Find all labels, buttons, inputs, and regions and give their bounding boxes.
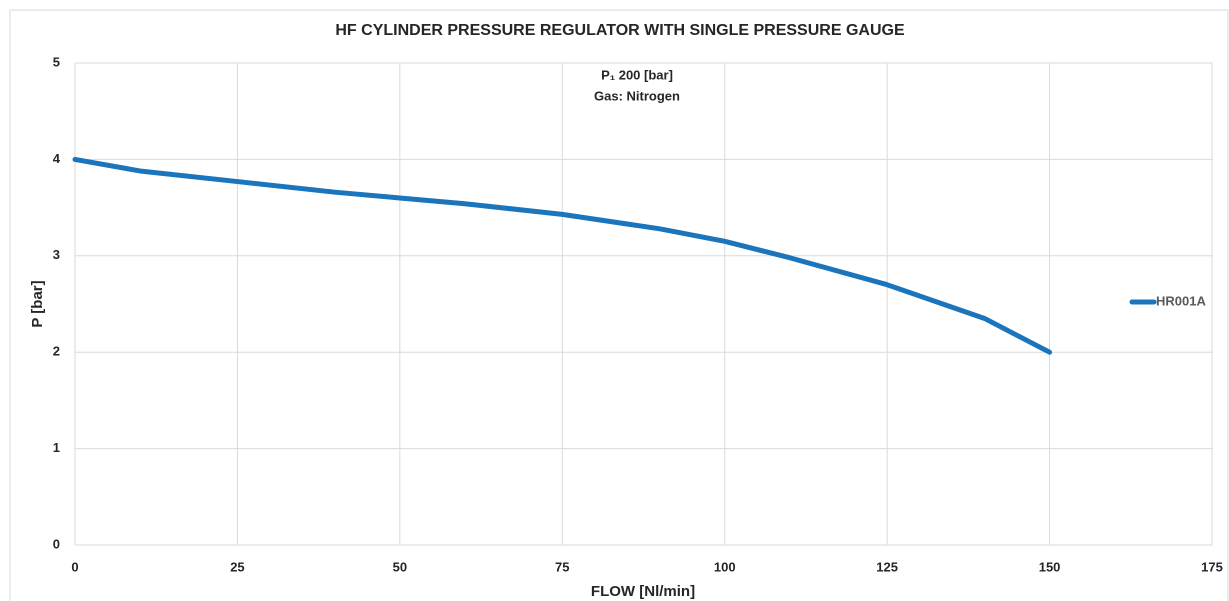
x-tick-label: 75 <box>555 559 569 574</box>
y-axis-label: P [bar] <box>29 280 46 327</box>
annotation: P₁ 200 [bar] <box>601 67 673 82</box>
x-tick-label: 100 <box>714 559 736 574</box>
chart-frame <box>9 9 1229 601</box>
x-tick-label: 175 <box>1201 559 1223 574</box>
chart-title: HF CYLINDER PRESSURE REGULATOR WITH SING… <box>335 22 905 39</box>
x-tick-label: 0 <box>71 559 78 574</box>
y-tick-label: 3 <box>53 247 60 262</box>
y-tick-label: 0 <box>53 536 60 551</box>
annotation: Gas: Nitrogen <box>594 88 680 103</box>
x-tick-label: 50 <box>393 559 407 574</box>
x-tick-label: 25 <box>230 559 244 574</box>
y-tick-label: 4 <box>53 151 61 166</box>
x-axis-label: FLOW [Nl/min] <box>591 583 695 600</box>
x-tick-label: 150 <box>1039 559 1061 574</box>
legend-label: HR001A <box>1156 293 1206 308</box>
y-tick-label: 5 <box>53 54 60 69</box>
data-line <box>72 156 1053 355</box>
y-tick-label: 2 <box>53 344 60 359</box>
y-tick-label: 1 <box>53 440 60 455</box>
x-tick-label: 125 <box>876 559 898 574</box>
